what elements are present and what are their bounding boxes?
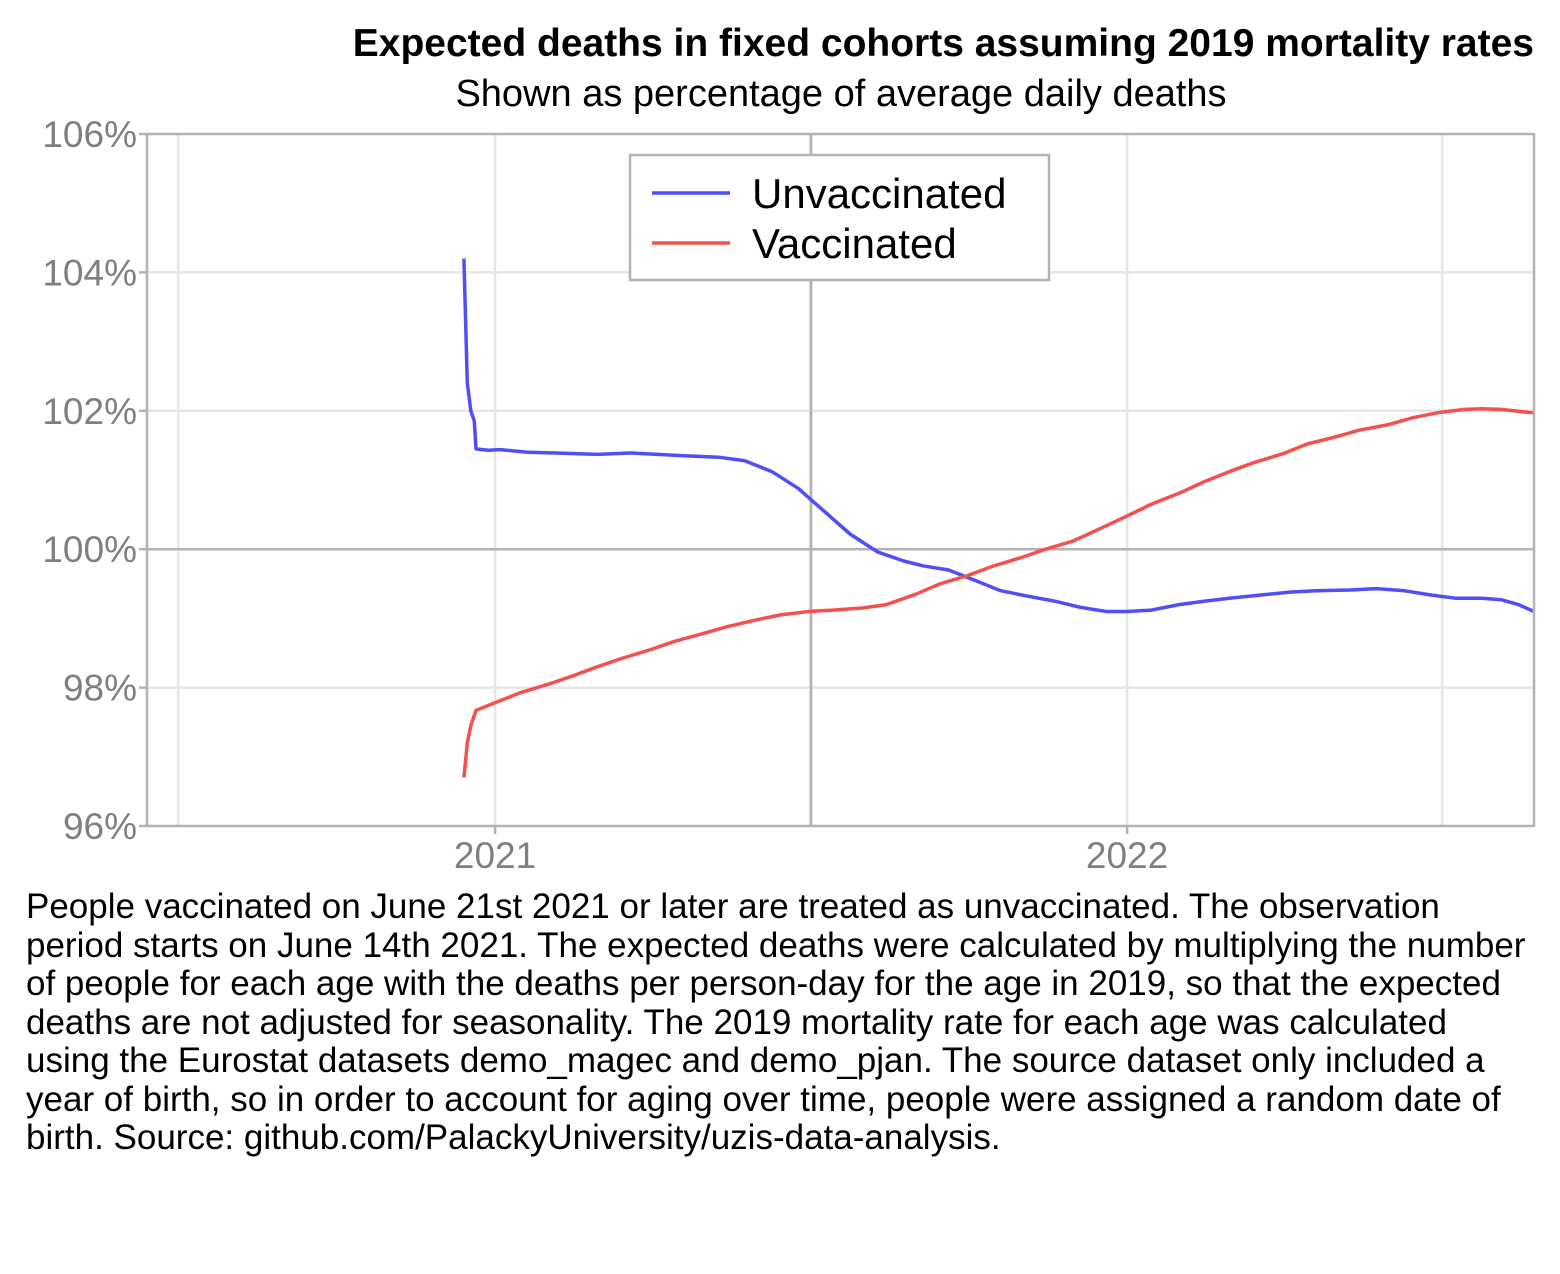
x-tick-label: 2022 — [1086, 835, 1168, 876]
legend-label-unvaccinated: Unvaccinated — [752, 170, 1006, 217]
footnote-caption: People vaccinated on June 21st 2021 or l… — [26, 887, 1526, 1157]
legend-box — [628, 153, 1051, 282]
legend-label-vaccinated: Vaccinated — [752, 220, 957, 267]
y-tick-label: 96% — [63, 806, 137, 847]
y-tick-label: 98% — [63, 668, 137, 709]
y-tick-label: 104% — [42, 252, 137, 293]
series-lines — [462, 258, 1535, 778]
y-tick-label: 100% — [42, 529, 137, 570]
x-axis: 2021 2022 — [454, 826, 1168, 876]
y-tick-label: 102% — [42, 391, 137, 432]
y-tick-label: 106% — [42, 114, 137, 155]
plot-border — [145, 132, 1536, 828]
chart-subtitle: Shown as percentage of average daily dea… — [455, 73, 1227, 115]
line-chart: 96% 98% 100% 102% 104% 106% 2021 2022 Unvaccin… — [42, 114, 1536, 876]
chart-title: Expected deaths in fixed cohorts assumin… — [352, 22, 1534, 65]
y-axis: 96% 98% 100% 102% 104% 106% — [42, 114, 147, 847]
series-line-vaccinated — [462, 406, 1535, 778]
x-tick-label: 2021 — [454, 835, 536, 876]
series-line-unvaccinated — [462, 258, 1535, 614]
